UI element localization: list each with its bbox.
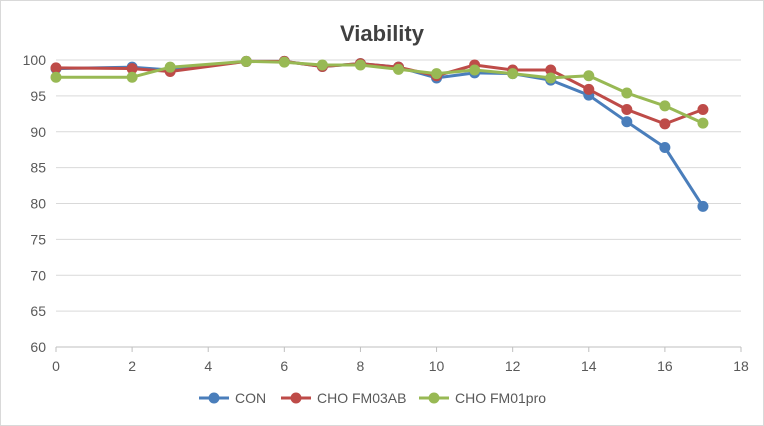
data-point [583,70,595,82]
data-point [697,200,709,212]
data-point [354,59,366,71]
legend: CON CHO FM03AB CHO FM01pro [199,390,546,406]
legend-swatch-marker [208,392,220,404]
x-tick-label: 16 [657,358,673,374]
legend-swatch-marker [290,392,302,404]
x-tick-label: 8 [357,358,365,374]
x-tick-label: 12 [505,358,521,374]
x-tick-label: 6 [280,358,288,374]
y-tick-label: 95 [30,88,46,104]
x-tick-label: 14 [581,358,597,374]
legend-label: CHO FM03AB [317,390,406,406]
y-tick-label: 60 [30,339,46,355]
data-point [431,68,443,80]
series-lines [50,55,709,212]
x-tick-label: 4 [204,358,212,374]
series-0 [50,55,709,212]
legend-item-2: CHO FM01pro [419,390,546,406]
data-point [469,64,481,76]
series-line [56,59,704,125]
data-point [240,55,252,67]
data-point [50,62,62,74]
data-point [659,118,671,130]
data-point [621,87,633,99]
data-point [697,117,709,129]
data-point [697,104,709,116]
data-point [278,56,290,68]
data-point [621,104,633,116]
data-point [659,142,671,154]
legend-item-1: CHO FM03AB [281,390,406,406]
y-tick-label: 85 [30,160,46,176]
data-point [507,68,519,80]
data-point [621,116,633,128]
data-point [126,63,138,75]
x-tick-label: 0 [52,358,60,374]
legend-label: CON [235,390,266,406]
y-tick-label: 90 [30,124,46,140]
y-tick-label: 75 [30,231,46,247]
x-tick-label: 18 [733,358,749,374]
data-point [545,64,557,76]
chart-title: Viability [340,21,425,46]
axes: 60 65 70 75 80 85 90 95 100 0 2 4 6 8 10 12 14 16 18 [23,52,749,374]
legend-item-0: CON [199,390,266,406]
data-point [316,59,328,71]
data-point [126,71,138,83]
data-point [583,83,595,95]
y-tick-label: 80 [30,196,46,212]
x-tick-label: 2 [128,358,136,374]
series-2 [50,55,709,129]
legend-label: CHO FM01pro [455,390,546,406]
x-tick-label: 10 [429,358,445,374]
data-point [545,72,557,84]
legend-swatch-marker [428,392,440,404]
data-point [50,71,62,83]
data-point [659,100,671,112]
y-tick-label: 70 [30,267,46,283]
y-tick-label: 65 [30,303,46,319]
y-tick-label: 100 [23,52,47,68]
grid-lines [56,59,741,312]
data-point [393,63,404,75]
data-point [164,61,176,73]
